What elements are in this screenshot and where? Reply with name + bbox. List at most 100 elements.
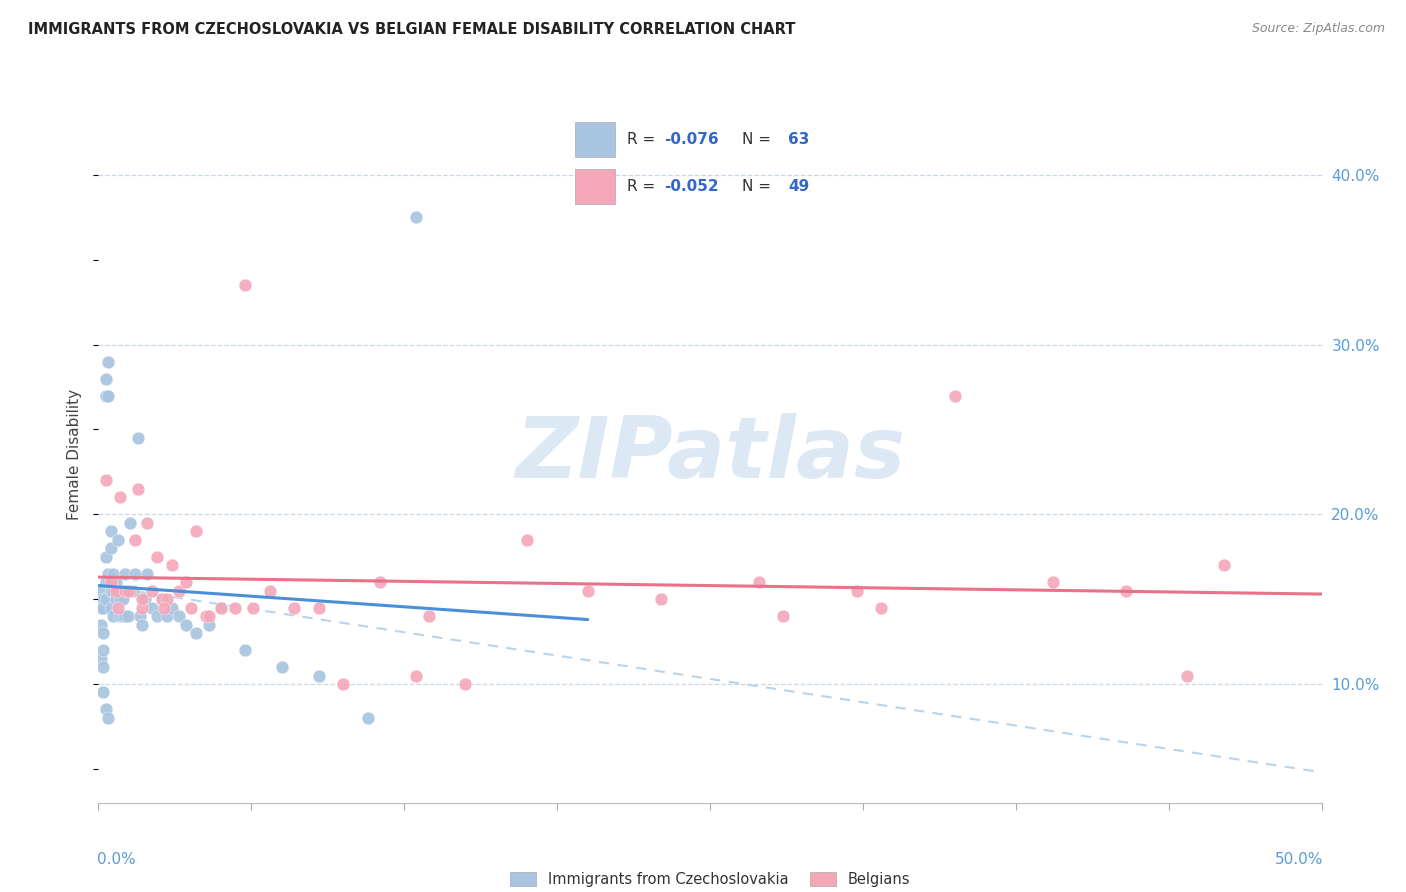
Point: [114, 583, 136, 598]
Point: [772, 609, 794, 624]
Point: [91, 660, 114, 674]
Point: [195, 609, 218, 624]
Point: [94, 388, 117, 402]
Point: [259, 583, 281, 598]
Text: Source: ZipAtlas.com: Source: ZipAtlas.com: [1251, 22, 1385, 36]
Text: 63: 63: [789, 132, 810, 146]
Point: [104, 575, 127, 590]
Point: [114, 609, 136, 624]
Point: [405, 668, 427, 682]
Point: [160, 600, 183, 615]
Point: [209, 600, 232, 615]
Text: -0.076: -0.076: [665, 132, 718, 146]
Point: [107, 583, 129, 598]
Point: [131, 600, 153, 615]
Point: [136, 516, 159, 530]
Point: [90, 583, 112, 598]
Point: [308, 668, 330, 682]
Point: [131, 617, 153, 632]
Point: [176, 617, 198, 632]
Point: [308, 600, 330, 615]
Point: [124, 566, 146, 581]
Point: [129, 609, 152, 624]
Point: [1175, 668, 1198, 682]
Point: [576, 583, 599, 598]
Point: [515, 533, 537, 547]
Text: 50.0%: 50.0%: [1274, 852, 1323, 866]
Point: [91, 685, 114, 699]
Point: [156, 609, 179, 624]
Point: [100, 541, 122, 556]
Text: -0.052: -0.052: [665, 179, 718, 194]
Point: [146, 549, 169, 564]
Point: [270, 660, 294, 674]
Point: [224, 600, 246, 615]
Point: [176, 575, 198, 590]
Point: [97, 566, 120, 581]
Point: [127, 482, 149, 496]
Point: [100, 575, 122, 590]
Point: [100, 524, 122, 539]
Point: [943, 388, 966, 402]
Point: [454, 677, 477, 691]
Point: [127, 431, 149, 445]
Point: [97, 711, 120, 725]
Point: [101, 566, 124, 581]
Point: [111, 592, 134, 607]
Point: [94, 575, 117, 590]
Point: [1212, 558, 1234, 573]
Point: [124, 533, 146, 547]
Point: [845, 583, 868, 598]
Point: [136, 566, 159, 581]
Point: [209, 600, 232, 615]
Point: [368, 575, 391, 590]
Point: [146, 609, 169, 624]
Point: [107, 600, 129, 615]
Point: [748, 575, 770, 590]
Point: [94, 371, 117, 385]
Point: [1042, 575, 1064, 590]
Text: N =: N =: [742, 179, 776, 194]
Point: [141, 583, 163, 598]
Point: [160, 558, 183, 573]
Text: 0.0%: 0.0%: [97, 852, 136, 866]
Point: [186, 626, 208, 640]
Text: ZIPatlas: ZIPatlas: [515, 413, 905, 497]
Point: [94, 474, 117, 488]
Point: [150, 592, 173, 607]
Point: [94, 549, 117, 564]
Point: [121, 583, 143, 598]
Point: [134, 592, 156, 607]
Text: 49: 49: [789, 179, 810, 194]
Point: [356, 711, 378, 725]
Y-axis label: Female Disability: Female Disability: [67, 389, 83, 521]
Point: [100, 583, 122, 598]
Point: [117, 583, 139, 598]
Point: [101, 583, 124, 598]
Point: [650, 592, 672, 607]
Point: [94, 702, 117, 716]
Point: [91, 592, 114, 607]
Text: R =: R =: [627, 132, 661, 146]
Point: [91, 643, 114, 657]
Point: [104, 583, 127, 598]
Point: [233, 278, 256, 293]
Point: [104, 592, 127, 607]
Point: [870, 600, 893, 615]
Point: [90, 617, 112, 632]
Point: [167, 609, 190, 624]
Point: [107, 533, 129, 547]
Point: [131, 592, 153, 607]
Point: [111, 609, 134, 624]
Point: [418, 609, 440, 624]
Legend: Immigrants from Czechoslovakia, Belgians: Immigrants from Czechoslovakia, Belgians: [503, 866, 917, 892]
Point: [197, 609, 219, 624]
Text: R =: R =: [627, 179, 661, 194]
Point: [100, 600, 122, 615]
Point: [91, 626, 114, 640]
Text: N =: N =: [742, 132, 776, 146]
Point: [97, 354, 120, 368]
Point: [233, 643, 256, 657]
Point: [197, 617, 219, 632]
Point: [283, 600, 305, 615]
